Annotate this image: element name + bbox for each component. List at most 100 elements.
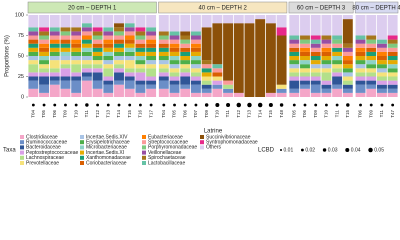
x-tick-label: T10 [215,110,220,118]
legend-label: Prevotellaceae [26,160,59,166]
bar-segment [146,39,157,44]
bar-segment [169,72,180,77]
bar-segment [212,76,223,81]
bar-segment [81,15,92,24]
lcbd-legend-dot [345,148,350,152]
bar-segment [180,60,191,65]
bar-segment [223,84,234,89]
bar-segment [146,68,157,77]
bar-segment [60,43,71,48]
bar-segment [342,60,353,65]
x-tick-label: T09 [368,110,373,118]
lcbd-dot [31,103,35,107]
bar-segment [387,72,398,77]
bar-segment [124,23,135,28]
bar-segment [169,76,180,81]
bar-segment [81,39,92,44]
lcbd-dot [380,103,384,107]
bar-segment [366,72,377,77]
bar-segment [49,84,60,97]
lcbd-dot [226,103,231,107]
bar-segment [190,15,201,32]
legend-label: Lactobacillaceae [148,160,185,166]
facet-strip [158,1,288,14]
bar-segment [146,84,157,89]
bar-segment [212,72,223,77]
x-tick-label: T10 [324,110,329,118]
x-tick-label: T13 [105,110,110,118]
bar-segment [81,76,92,81]
lcbd-dot [194,103,198,107]
bar-segment [135,92,146,97]
bar-segment [49,80,60,85]
bar-segment [289,51,300,56]
bar-segment [233,92,244,97]
lcbd-dot [128,103,132,107]
bar-segment [169,64,180,69]
bar-segment [180,72,191,77]
bar-segment [135,35,146,40]
bar-segment [289,43,300,48]
bar-segment [366,47,377,52]
bar-segment [342,56,353,61]
bar-segment [376,39,387,44]
x-tick-label: T06 [302,110,307,118]
bar-segment [103,92,114,97]
legend-swatch [80,135,84,139]
lcbd-dot [369,103,373,107]
x-tick-label: T05 [41,110,46,118]
bar-segment [60,68,71,77]
bar-segment [300,64,310,69]
bar-segment [135,15,146,28]
bar-segment [92,88,103,97]
bar-segment [342,76,353,81]
legend-swatch [142,135,146,139]
bar-segment [158,35,169,40]
bar-segment [81,47,92,52]
bar-segment [342,88,353,93]
bar-segment [169,56,180,61]
bar-segment [366,43,377,48]
bar-segment [201,15,212,28]
bar-segment [158,51,169,56]
bar-segment [49,68,60,73]
facet-label: 20 cm – DEPTH 1 [68,6,117,12]
bar-segment [300,43,310,48]
bar-segment [310,84,321,93]
legend-label: Incertae.Sedis.XI [86,150,124,156]
bar-segment [355,60,366,65]
x-tick-label: T13 [247,110,252,118]
lcbd-legend-dot [368,147,373,153]
bar-segment [158,43,169,48]
bar-segment [71,35,82,40]
bar-segment [114,56,124,61]
bar-segment [103,76,114,81]
x-tick-label: T48 [279,110,284,118]
y-tick-label: 75 [18,33,24,39]
bar-segment [81,51,92,56]
bar-segment [158,76,169,81]
lcbd-legend-label: 0.03 [328,147,338,153]
x-tick-label: T06 [182,110,187,118]
bar-segment [342,64,353,69]
facet-label: 60 cm – DEPTH 3 [297,6,346,12]
legend-label: Others [206,145,222,151]
lcbd-dot [268,103,273,107]
bar-segment [321,64,332,69]
legend-label: Clostridiaceae [26,134,58,140]
bar-segment [28,43,39,48]
bar-segment [212,15,223,24]
bar-segment [289,68,300,73]
bar-segment [387,51,398,56]
bar-segment [376,88,387,93]
bar-segment [332,56,343,61]
bar-segment [366,39,377,44]
bar-segment [124,31,135,36]
bar-segment [244,23,255,98]
facet-strip [288,1,354,14]
bar-segment [169,35,180,40]
bar-segment [103,84,114,93]
bar-segment [28,51,39,56]
bar-segment [201,84,212,89]
legend-swatch [142,150,146,155]
